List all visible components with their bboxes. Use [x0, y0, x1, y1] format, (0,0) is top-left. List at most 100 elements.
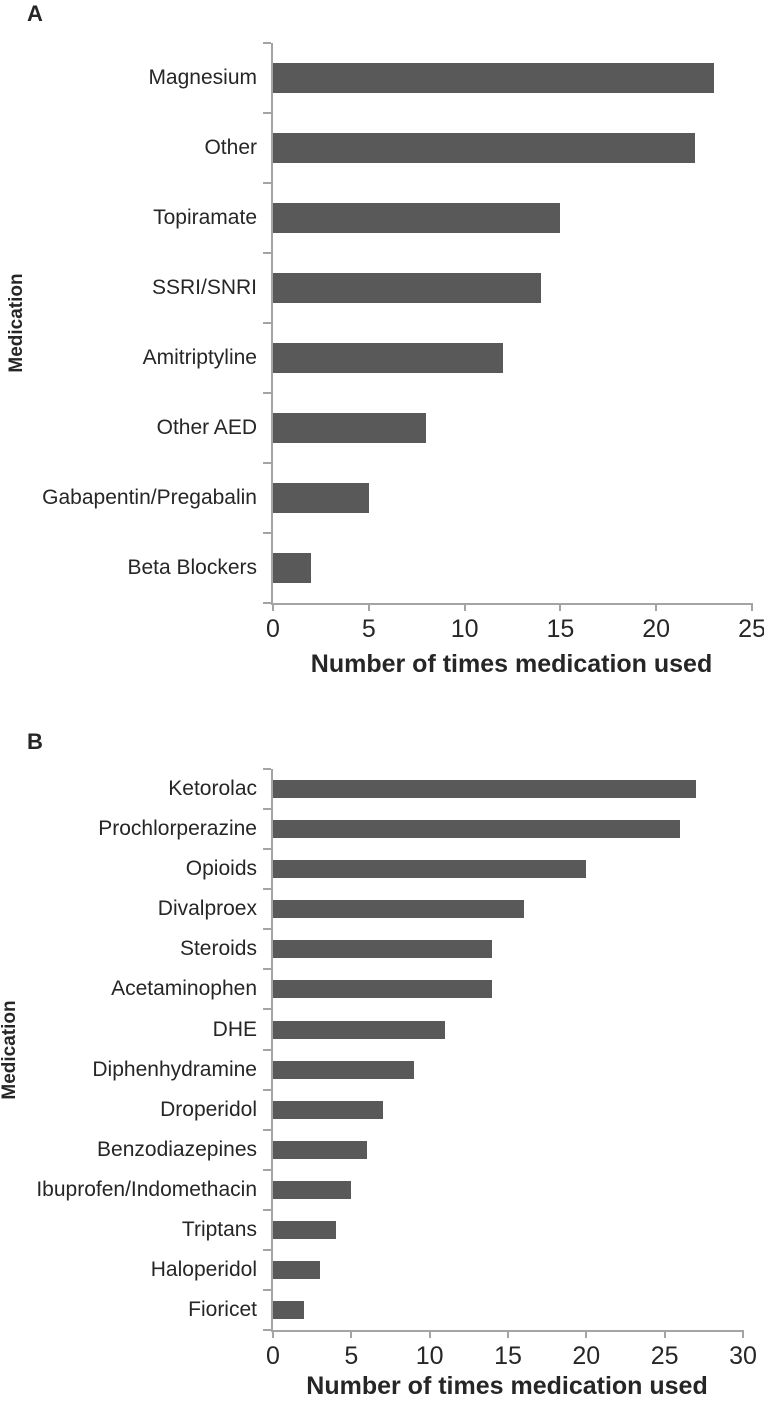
x-axis-tick-label: 5	[344, 1342, 359, 1370]
y-axis-tick	[263, 768, 271, 770]
bar-fioricet	[273, 1301, 305, 1319]
bar-amitriptyline	[273, 343, 503, 373]
x-axis-tick	[585, 1330, 588, 1338]
category-label-dhe: DHE	[212, 1017, 257, 1041]
y-axis-tick	[263, 1128, 271, 1131]
category-label-gabapentin-pregabalin: Gabapentin/Pregabalin	[42, 486, 257, 509]
bar-benzodiazepines	[273, 1140, 367, 1159]
y-axis-tick	[263, 252, 271, 254]
bar-steroids	[273, 940, 493, 959]
category-label-topiramate: Topiramate	[153, 206, 257, 229]
y-axis-tick	[263, 1248, 271, 1251]
x-axis-tick	[428, 1330, 431, 1338]
category-label-diphenhydramine: Diphenhydramine	[92, 1057, 257, 1081]
x-axis-tick	[463, 603, 466, 611]
y-axis-tick	[263, 928, 271, 931]
category-label-droperidol: Droperidol	[160, 1097, 257, 1121]
category-label-opioids: Opioids	[185, 857, 257, 881]
y-axis-tick	[263, 1048, 271, 1051]
category-label-benzodiazepines: Benzodiazepines	[97, 1137, 257, 1161]
x-axis-tick	[663, 1330, 666, 1338]
x-axis-tick	[367, 603, 370, 611]
category-label-ssri-snri: SSRI/SNRI	[151, 276, 257, 299]
bar-gabapentin-pregabalin	[273, 483, 369, 513]
x-axis-tick	[742, 1330, 744, 1338]
y-axis-tick	[263, 1288, 271, 1291]
category-label-acetaminophen: Acetaminophen	[111, 977, 257, 1001]
category-label-divalproex: Divalproex	[157, 897, 257, 921]
category-label-amitriptyline: Amitriptyline	[142, 346, 257, 369]
category-label-other-aed: Other AED	[156, 416, 257, 439]
y-axis-tick	[263, 322, 271, 324]
y-axis-tick	[263, 808, 271, 811]
y-axis-tick	[263, 392, 271, 394]
bar-opioids	[273, 860, 587, 879]
y-axis-tick	[263, 1208, 271, 1211]
y-axis-title-b: Medication	[0, 1000, 20, 1100]
x-axis-tick-label: 25	[738, 615, 764, 643]
category-label-magnesium: Magnesium	[148, 66, 257, 89]
x-axis-tick	[559, 603, 562, 611]
y-axis-tick	[263, 462, 271, 464]
x-axis-tick	[751, 603, 753, 611]
y-axis-tick	[263, 602, 271, 604]
bar-prochlorperazine	[273, 820, 681, 839]
bar-chart-a: Magnesium Other Topiramate SSRI/SNRI Amitrip…	[42, 42, 764, 642]
x-axis-tick	[350, 1330, 353, 1338]
x-axis-tick-label: 20	[572, 1342, 601, 1370]
y-axis-tick	[263, 42, 271, 44]
category-label-steroids: Steroids	[179, 937, 257, 961]
x-axis-tick	[272, 603, 274, 611]
x-axis-tick-label: 30	[729, 1342, 757, 1370]
y-axis-tick	[263, 1008, 271, 1011]
x-axis-tick	[507, 1330, 509, 1338]
bar-divalproex	[273, 900, 524, 919]
category-label-prochlorperazine: Prochlorperazine	[98, 817, 257, 841]
y-axis-tick	[263, 888, 271, 891]
bar-dhe	[273, 1020, 446, 1039]
bar-topiramate	[273, 203, 561, 233]
y-axis-tick	[263, 1329, 271, 1331]
x-axis-tick	[272, 1330, 274, 1338]
x-axis-tick	[655, 603, 658, 611]
x-axis-tick-label: 25	[650, 1342, 679, 1370]
x-axis-tick-label: 20	[642, 615, 671, 643]
category-label-triptans: Triptans	[181, 1217, 257, 1241]
bar-ssri-snri	[273, 273, 542, 303]
panel-b-label: B	[27, 729, 43, 754]
bar-other-aed	[273, 413, 427, 443]
bar-acetaminophen	[273, 980, 493, 999]
bar-triptans	[273, 1220, 336, 1239]
y-axis-tick	[263, 1088, 271, 1091]
bar-droperidol	[273, 1100, 383, 1119]
bar-diphenhydramine	[273, 1060, 414, 1079]
y-axis-tick	[263, 1168, 271, 1171]
y-axis-tick	[263, 112, 271, 114]
bar-beta-blockers	[273, 553, 312, 583]
x-axis-tick-label: 10	[415, 1342, 444, 1370]
category-label-other: Other	[204, 136, 257, 159]
bar-magnesium	[273, 63, 714, 93]
bar-haloperidol	[273, 1260, 320, 1279]
bar-ibuprofen-indomethacin	[273, 1180, 352, 1199]
category-label-ketorolac: Ketorolac	[168, 777, 257, 800]
x-axis-tick-label: 0	[266, 615, 280, 643]
category-label-ibuprofen-indomethacin: Ibuprofen/Indomethacin	[36, 1177, 257, 1201]
y-axis-tick	[263, 968, 271, 971]
x-axis-title-a: Number of times medication used	[310, 650, 713, 678]
x-axis-title-b: Number of times medication used	[306, 1372, 708, 1400]
category-label-beta-blockers: Beta Blockers	[127, 556, 257, 579]
x-axis-tick-label: 10	[450, 615, 479, 643]
y-axis-tick	[263, 182, 271, 184]
x-axis-tick-label: 15	[546, 615, 575, 643]
bar-chart-b: Ketorolac Prochlorperazine Opioids Divalpro…	[36, 768, 757, 1369]
panel-a-label: A	[27, 1, 43, 26]
bar-other	[273, 133, 695, 163]
category-label-haloperidol: Haloperidol	[150, 1257, 257, 1281]
y-axis-title-a: Medication	[6, 273, 27, 373]
category-label-fioricet: Fioricet	[188, 1298, 257, 1321]
y-axis-tick	[263, 848, 271, 851]
bar-ketorolac	[273, 780, 696, 798]
x-axis-tick-label: 5	[361, 615, 376, 643]
y-axis-tick	[263, 532, 271, 534]
